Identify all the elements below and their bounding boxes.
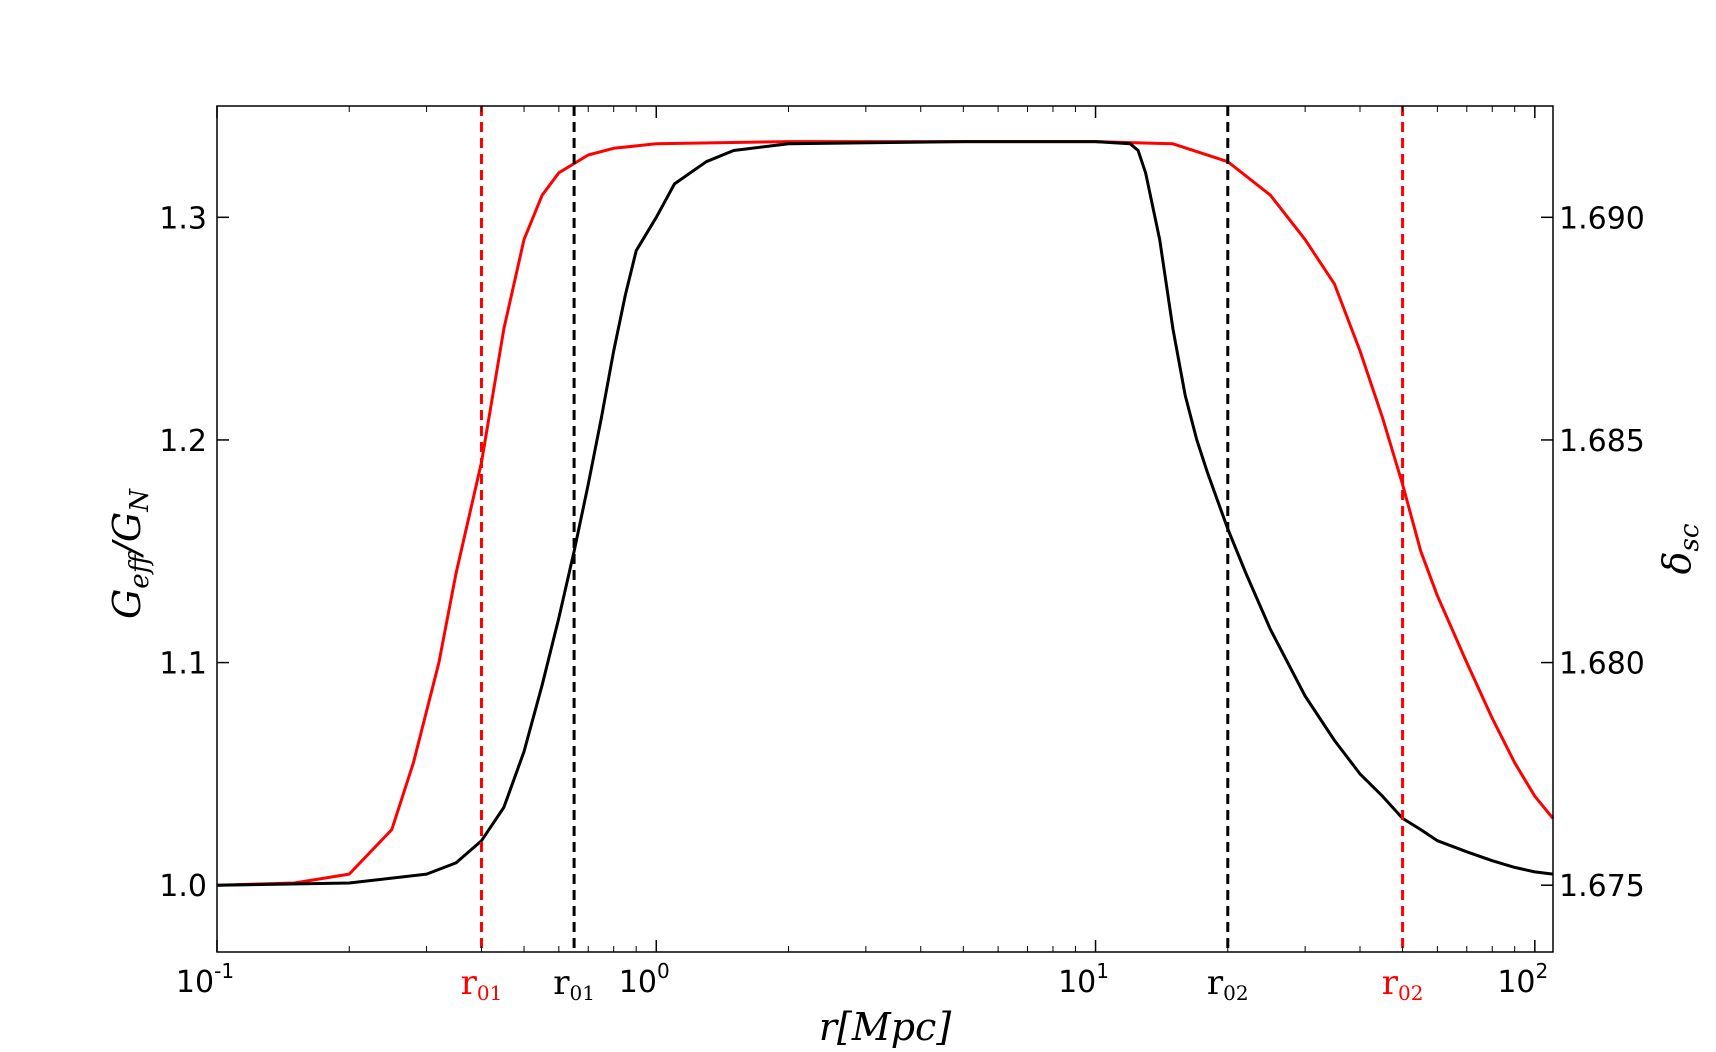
series-line-1 — [216, 140, 1555, 887]
x-tick-label-0: 10-1 — [176, 959, 234, 1000]
plot-frame — [216, 105, 1554, 953]
svg-text:δsc: δsc — [1655, 523, 1705, 574]
y-axis-label-right: δsc — [1655, 523, 1705, 574]
series-layer — [216, 140, 1555, 887]
vline-label-4: r02 — [1382, 963, 1424, 1005]
y-left-tick-label-2: 1.2 — [159, 424, 207, 459]
y-left-tick-label-1: 1.1 — [159, 647, 207, 682]
x-axis-label: r[Mpc] — [819, 1005, 952, 1049]
vline-label-3: r02 — [1207, 963, 1249, 1005]
y-axis-label-left: Geff/GN — [105, 488, 155, 619]
y-label-left-sub: eff — [125, 550, 155, 588]
vline-layer: r01 r01 r02 r02 — [461, 106, 1424, 1005]
svg-text:Geff/GN: Geff/GN — [105, 488, 155, 619]
y-label-right-main: δ — [1655, 552, 1699, 575]
x-tick-label-2: 101 — [1058, 959, 1109, 1000]
y-label-left-main: G — [105, 589, 149, 619]
y-right-tick-label-0: 1.675 — [1559, 869, 1645, 904]
y-label-left-sep: /G — [105, 512, 149, 559]
ticks-layer: 10-1 100 101 102 1.0 1.1 1.2 1.3 1.675 1.680 1.685… — [159, 106, 1645, 1000]
labels-layer: r[Mpc] Geff/GN δsc — [105, 488, 1705, 1049]
y-label-right-sub: sc — [1675, 523, 1705, 551]
series-line-2 — [216, 140, 1554, 887]
y-left-tick-label-0: 1.0 — [159, 869, 207, 904]
y-right-tick-label-3: 1.690 — [1559, 201, 1645, 236]
y-right-tick-label-2: 1.685 — [1559, 424, 1645, 459]
x-tick-label-1: 100 — [619, 959, 670, 1000]
y-label-left-sub2: N — [125, 488, 155, 513]
y-right-tick-label-1: 1.680 — [1559, 647, 1645, 682]
y-left-tick-label-3: 1.3 — [159, 201, 207, 236]
vline-label-1: r01 — [461, 963, 503, 1005]
vline-label-2: r01 — [553, 963, 595, 1005]
x-tick-label-3: 102 — [1497, 959, 1548, 1000]
